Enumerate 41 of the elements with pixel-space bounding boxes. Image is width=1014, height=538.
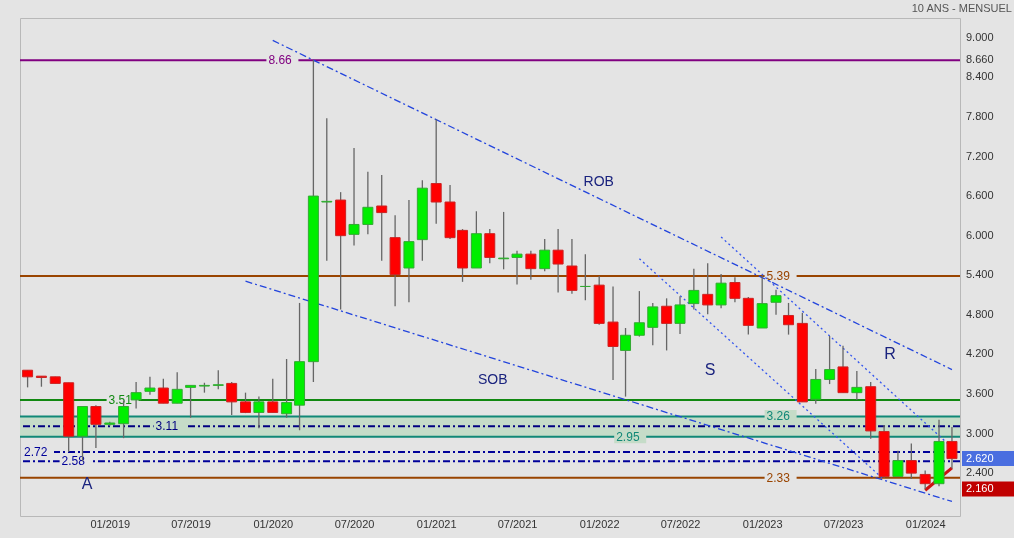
y-tick-label: 5.400 — [966, 268, 994, 281]
y-tick-label: 8.660 — [966, 53, 994, 66]
y-tick-label: 2.160 — [966, 481, 994, 494]
y-tick-label: 2.400 — [966, 466, 994, 479]
ref-line-label: 2.33 — [766, 470, 791, 485]
y-tick-label: 3.000 — [966, 426, 994, 439]
annotation: A — [81, 475, 93, 492]
ref-line-label: 2.58 — [61, 454, 86, 469]
annotation: S — [704, 361, 716, 378]
y-tick-label: 7.800 — [966, 109, 994, 122]
x-tick-label: 01/2022 — [579, 517, 620, 530]
x-tick-label: 07/2019 — [171, 517, 211, 530]
ref-line-label: 5.39 — [766, 268, 791, 283]
series-label: SOB — [477, 371, 508, 388]
y-tick-label: 2.620 — [966, 451, 994, 464]
x-tick-label: 01/2023 — [742, 517, 783, 530]
x-tick-label: 07/2021 — [497, 517, 538, 530]
y-tick-label: 4.200 — [966, 347, 994, 360]
ref-line-label: 8.66 — [268, 53, 293, 68]
ref-line-label: 3.26 — [766, 409, 791, 424]
x-tick-label: 07/2020 — [334, 517, 375, 530]
y-tick-label: 4.800 — [966, 307, 994, 320]
ref-line-label: 2.72 — [24, 445, 48, 460]
ref-line-label: 3.51 — [108, 392, 133, 407]
chart-subtitle: 10 ANS - MENSUEL — [911, 2, 1012, 14]
y-tick-label: 7.200 — [966, 149, 994, 162]
y-tick-label: 9.000 — [966, 30, 994, 43]
x-tick-label: 01/2020 — [253, 517, 294, 530]
y-tick-label: 6.000 — [966, 228, 994, 241]
x-tick-label: 07/2022 — [660, 517, 701, 530]
y-tick-label: 8.400 — [966, 70, 994, 83]
x-tick-label: 01/2021 — [416, 517, 457, 530]
x-tick-label: 07/2023 — [823, 517, 864, 530]
ref-line-label: 3.11 — [155, 419, 179, 434]
x-tick-label: 01/2024 — [905, 517, 946, 530]
ref-line-label: 2.95 — [616, 429, 640, 444]
y-tick-label: 3.600 — [966, 386, 994, 399]
series-label: ROB — [583, 173, 614, 190]
x-tick-label: 01/2019 — [90, 517, 131, 530]
y-tick-label: 6.600 — [966, 189, 994, 202]
annotation: R — [884, 345, 896, 362]
